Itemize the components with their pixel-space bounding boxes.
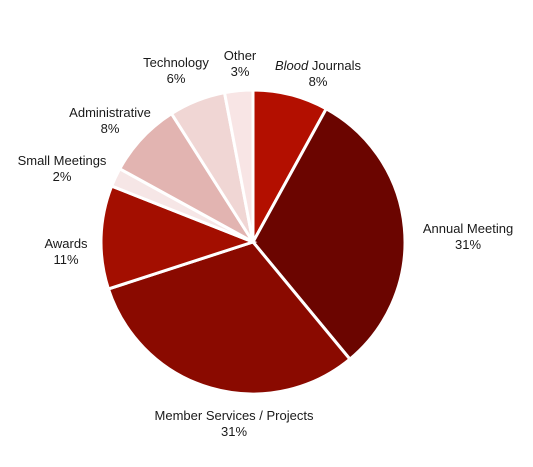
slice-label: Other xyxy=(224,48,257,63)
slice-percent-label: 8% xyxy=(309,74,328,89)
slice-label-italic: Blood xyxy=(275,58,309,73)
slice-label-name: Other xyxy=(224,48,257,63)
slice-label-name: Annual Meeting xyxy=(423,221,513,236)
pie-slice-annual-meeting xyxy=(251,106,407,362)
slice-label: Annual Meeting xyxy=(423,221,513,236)
slice-label-name: Small Meetings xyxy=(18,153,107,168)
pie-slice-member-services-projects xyxy=(106,240,353,396)
slice-percent-label: 11% xyxy=(53,252,78,267)
slice-percent-label: 2% xyxy=(53,169,72,184)
pie-slices xyxy=(99,88,407,396)
slice-label-name: Administrative xyxy=(69,105,151,120)
slice-label-name: Technology xyxy=(143,55,209,70)
slice-label: Administrative xyxy=(69,105,151,120)
slice-label: Blood Journals xyxy=(275,58,361,73)
slice-percent-label: 6% xyxy=(167,71,186,86)
slice-label: Small Meetings xyxy=(18,153,107,168)
slice-label-name: Member Services / Projects xyxy=(155,408,314,423)
slice-label: Awards xyxy=(44,236,88,251)
slice-label: Technology xyxy=(143,55,209,70)
slice-label: Member Services / Projects xyxy=(155,408,314,423)
slice-label-name: Journals xyxy=(308,58,361,73)
slice-label-name: Awards xyxy=(44,236,88,251)
slice-percent-label: 3% xyxy=(231,64,250,79)
pie-slice-awards xyxy=(99,184,258,291)
slice-percent-label: 8% xyxy=(101,121,120,136)
slice-percent-label: 31% xyxy=(455,237,481,252)
slice-percent-label: 31% xyxy=(221,424,247,439)
pie-slice-other xyxy=(222,88,255,243)
